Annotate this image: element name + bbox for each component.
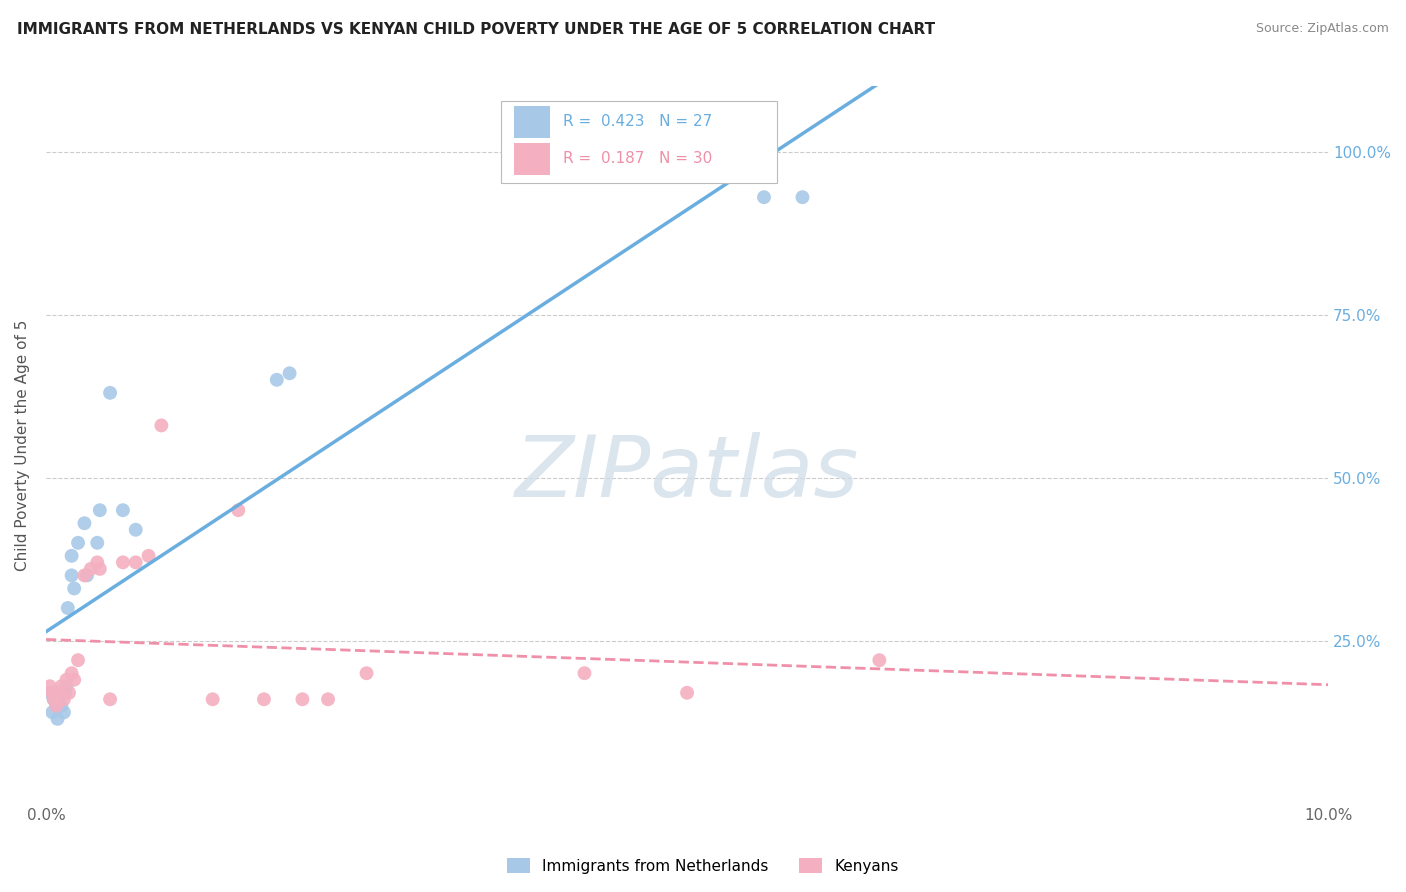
Point (76, 568, 98, 582)
Point (63, 673, 86, 687)
Point (60, 549, 83, 563)
Point (42, 692, 65, 706)
Point (55, 679, 77, 693)
Text: IMMIGRANTS FROM NETHERLANDS VS KENYAN CHILD POVERTY UNDER THE AGE OF 5 CORRELATI: IMMIGRANTS FROM NETHERLANDS VS KENYAN CH… (17, 22, 935, 37)
Point (66, 653, 89, 667)
Text: ZIPatlas: ZIPatlas (515, 433, 859, 516)
Point (63, 582, 86, 596)
Point (60, 568, 83, 582)
Point (58, 686, 80, 700)
Point (41, 686, 63, 700)
Point (316, 692, 339, 706)
Point (46, 712, 69, 726)
Point (53, 686, 76, 700)
Point (86, 536, 108, 550)
Point (86, 555, 108, 569)
Text: Source: ZipAtlas.com: Source: ZipAtlas.com (1256, 22, 1389, 36)
Point (138, 549, 160, 563)
Point (73, 516, 96, 531)
FancyBboxPatch shape (515, 105, 550, 138)
Point (45, 698, 67, 713)
Point (278, 366, 301, 380)
Point (48, 686, 70, 700)
FancyBboxPatch shape (515, 143, 550, 175)
Legend: Immigrants from Netherlands, Kenyans: Immigrants from Netherlands, Kenyans (501, 852, 905, 880)
Text: R =  0.423   N = 27: R = 0.423 N = 27 (562, 114, 711, 129)
Point (111, 555, 134, 569)
Point (98, 692, 121, 706)
Point (66, 536, 89, 550)
Point (51, 698, 73, 713)
Point (80, 562, 103, 576)
Point (38, 686, 60, 700)
Point (201, 692, 224, 706)
Point (125, 523, 148, 537)
Point (45, 698, 67, 713)
Text: R =  0.187   N = 30: R = 0.187 N = 30 (562, 152, 711, 166)
Point (98, 385, 121, 400)
Y-axis label: Child Poverty Under the Age of 5: Child Poverty Under the Age of 5 (15, 319, 30, 571)
Point (42, 692, 65, 706)
Point (52, 706, 75, 720)
Point (48, 692, 70, 706)
Point (111, 503, 134, 517)
Point (89, 503, 111, 517)
Point (51, 679, 73, 693)
Point (73, 568, 96, 582)
Point (253, 692, 276, 706)
Point (291, 692, 314, 706)
Point (55, 673, 77, 687)
Point (868, 653, 890, 667)
Point (676, 686, 699, 700)
Point (752, 190, 775, 204)
Point (150, 418, 173, 433)
Point (48, 686, 70, 700)
Point (56, 601, 79, 615)
Point (41, 706, 63, 720)
FancyBboxPatch shape (501, 101, 776, 183)
Point (38, 679, 60, 693)
Point (792, 190, 814, 204)
Point (266, 373, 288, 387)
Point (52, 692, 75, 706)
Point (356, 666, 378, 681)
Point (125, 555, 148, 569)
Point (574, 666, 596, 681)
Point (60, 666, 83, 681)
Point (226, 503, 249, 517)
Point (89, 562, 111, 576)
